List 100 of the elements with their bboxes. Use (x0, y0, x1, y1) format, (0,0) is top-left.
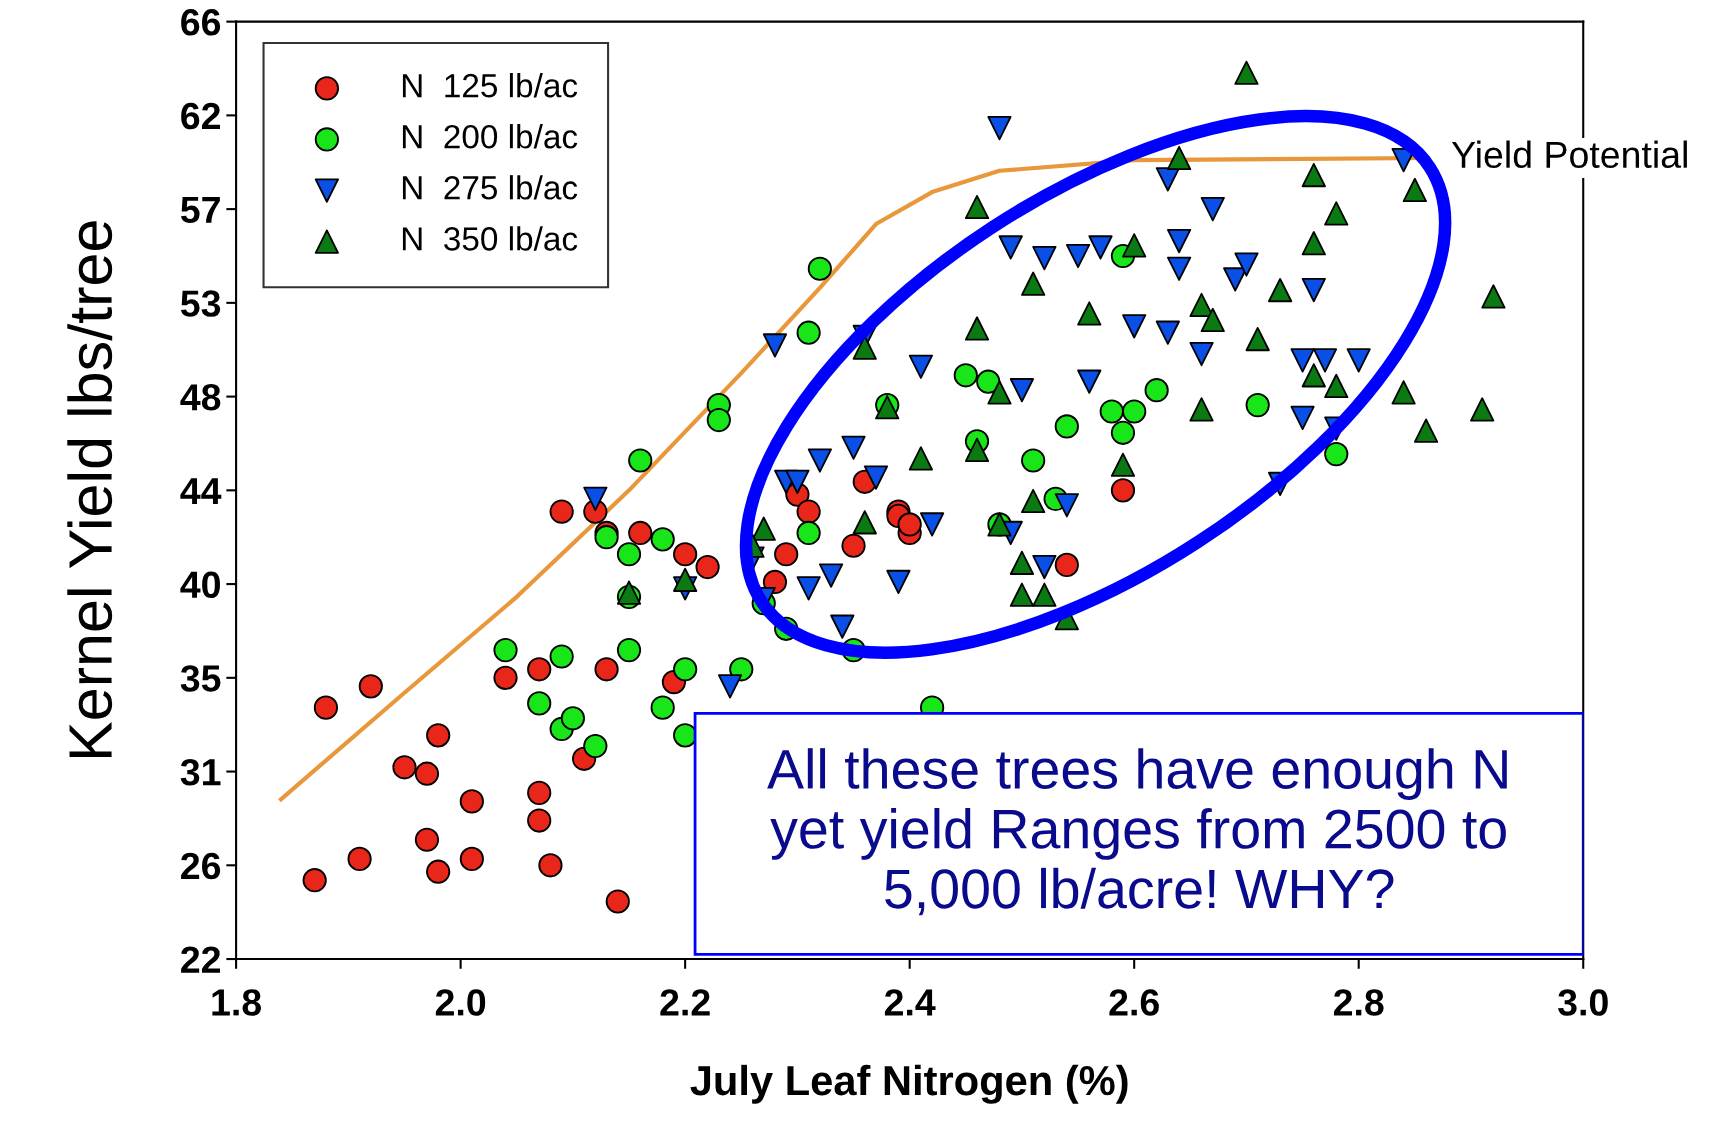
point (998, 235, 1023, 260)
point (616, 542, 642, 567)
point (628, 520, 653, 546)
point (1189, 292, 1214, 318)
point (302, 868, 327, 893)
point (717, 674, 743, 699)
legend-label: N 200 lb/ac (402, 124, 578, 149)
point (605, 889, 630, 914)
point (493, 665, 518, 690)
point (673, 542, 698, 567)
point (1234, 252, 1259, 277)
point (1021, 488, 1046, 514)
point (1032, 246, 1057, 271)
point (549, 499, 574, 524)
point (1413, 418, 1439, 443)
point (818, 563, 844, 588)
point (1166, 256, 1192, 281)
y-tick-label: 62 (181, 102, 221, 130)
point (1009, 378, 1035, 403)
point (1144, 378, 1169, 403)
point (650, 695, 675, 720)
legend-label: N 125 lb/ac (402, 72, 578, 98)
point (1088, 235, 1113, 260)
point (841, 435, 866, 460)
x-tick-label: 2.2 (660, 989, 710, 1016)
point (796, 576, 821, 601)
point (1268, 277, 1293, 303)
point (964, 316, 990, 341)
point (1189, 341, 1214, 367)
point (527, 657, 552, 682)
legend-label: N 350 lb/ac (402, 226, 578, 251)
point (583, 733, 608, 759)
y-axis-title: Kernel Yield lbs/tree (67, 221, 113, 758)
point (1032, 582, 1057, 607)
y-tick-label: 40 (180, 571, 220, 599)
point (1032, 554, 1057, 580)
point (628, 448, 653, 473)
point (527, 780, 552, 805)
point (527, 691, 552, 716)
x-tick-label: 2.4 (884, 989, 936, 1016)
point (1110, 478, 1136, 503)
point (796, 499, 821, 524)
point (1200, 307, 1225, 333)
point (987, 380, 1012, 405)
point (594, 657, 619, 682)
point (1301, 363, 1326, 388)
point (1110, 420, 1136, 445)
point (594, 525, 619, 550)
point (1290, 348, 1315, 373)
point (1021, 271, 1046, 296)
y-tick-label: 48 (180, 384, 221, 411)
point (1470, 397, 1495, 422)
x-tick-label: 2.0 (435, 989, 486, 1016)
point (1391, 380, 1416, 405)
point (1009, 550, 1035, 575)
point (1122, 314, 1147, 339)
point (1324, 373, 1349, 399)
point (807, 256, 832, 281)
point (964, 194, 990, 220)
point (774, 542, 799, 567)
point (426, 859, 451, 884)
y-tick-label: 35 (180, 665, 221, 692)
point (1009, 582, 1035, 607)
point (1481, 284, 1506, 309)
point (886, 569, 911, 595)
point (1166, 228, 1192, 254)
y-tick-label: 22 (181, 946, 221, 973)
point (852, 335, 877, 360)
point (807, 448, 832, 473)
point (908, 354, 933, 379)
legend-label: N 275 lb/ac (402, 175, 578, 200)
y-tick-label: 44 (180, 478, 222, 504)
point (796, 520, 821, 546)
point (673, 657, 698, 682)
point (538, 853, 563, 878)
point (414, 827, 440, 852)
point (560, 706, 585, 731)
point (908, 446, 933, 471)
annotation: All these trees have enough N yet yield Ranges from 2500 to 5,000 lb/acre! WHY? (767, 748, 1507, 916)
point (1155, 167, 1180, 192)
point (1324, 442, 1349, 467)
point (1301, 277, 1326, 303)
point (751, 516, 776, 541)
point (953, 363, 978, 388)
point (1065, 243, 1091, 269)
point (527, 808, 552, 833)
point (841, 533, 866, 558)
x-tick-label: 1.8 (212, 989, 262, 1016)
point (1110, 452, 1136, 477)
y-tick-label: 57 (180, 196, 220, 224)
point (426, 723, 451, 748)
point (1301, 162, 1326, 188)
point (920, 512, 945, 537)
point (706, 407, 731, 433)
point (1290, 405, 1315, 431)
point (313, 695, 339, 720)
point (1312, 348, 1338, 373)
point (1346, 348, 1371, 373)
point (863, 465, 889, 490)
point (459, 789, 484, 814)
